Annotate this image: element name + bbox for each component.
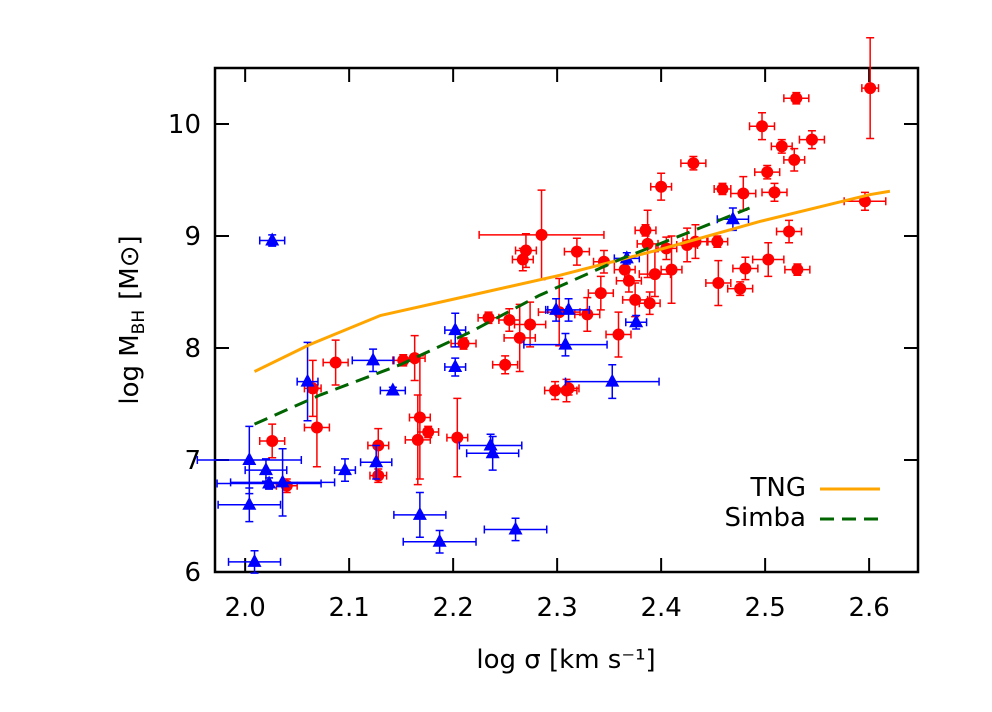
point [639, 224, 652, 237]
point [413, 411, 426, 424]
point [864, 82, 877, 95]
legend-label: Simba [725, 503, 807, 533]
point [712, 277, 725, 290]
point [329, 356, 342, 369]
point [372, 469, 385, 482]
point [618, 263, 631, 276]
x-tick-label: 2.1 [328, 593, 369, 623]
point [790, 92, 803, 105]
point [451, 431, 464, 444]
y-axis-label: log MBH [M⊙] [115, 235, 149, 404]
point [366, 352, 381, 366]
point [687, 157, 700, 170]
y-tick-label: 9 [184, 222, 201, 252]
point [385, 382, 400, 396]
point [612, 328, 625, 341]
y-tick-label: 6 [184, 558, 201, 588]
point [791, 263, 804, 276]
y-label-main: log M [115, 334, 145, 404]
point [337, 462, 352, 476]
point [503, 314, 516, 326]
point [641, 237, 654, 250]
point [629, 314, 644, 328]
point [665, 263, 678, 276]
point [734, 282, 747, 295]
x-tick-label: 2.0 [224, 593, 265, 623]
y-label-unit: [M⊙] [115, 235, 145, 300]
point [524, 318, 537, 331]
point [508, 521, 523, 535]
legend-label: TNG [750, 473, 806, 503]
point [448, 359, 463, 373]
x-axis-label: log σ [km s⁻¹] [476, 645, 655, 675]
point [622, 274, 635, 287]
line [253, 189, 891, 373]
y-tick-label: 10 [168, 110, 201, 140]
point [648, 268, 661, 281]
point [725, 211, 740, 225]
point [519, 244, 532, 257]
point [549, 301, 564, 315]
point [768, 186, 781, 199]
point [775, 140, 788, 153]
point [412, 506, 427, 520]
point [483, 437, 498, 451]
point [408, 352, 421, 365]
line [253, 206, 751, 426]
point [242, 496, 257, 510]
point [594, 287, 607, 300]
y-tick-label: 8 [184, 334, 201, 364]
point [581, 308, 594, 321]
x-tick-label: 2.3 [536, 593, 577, 623]
x-tick-label: 2.6 [848, 593, 889, 623]
point [711, 235, 724, 248]
point [457, 337, 470, 350]
point [643, 297, 656, 310]
point [247, 553, 262, 567]
point [756, 120, 769, 133]
point [499, 358, 512, 371]
point [762, 253, 775, 266]
point [300, 373, 315, 387]
point [561, 301, 576, 315]
point [411, 433, 424, 446]
point [858, 195, 871, 208]
x-tick-label: 2.5 [744, 593, 785, 623]
y-label-sub: BH [129, 310, 149, 334]
point [739, 262, 752, 275]
point [432, 533, 447, 547]
point [310, 421, 323, 434]
point [562, 382, 575, 395]
y-tick-label: 7 [184, 446, 201, 476]
point [655, 180, 668, 193]
x-tick-label: 2.4 [640, 593, 681, 623]
x-tick-label: 2.2 [432, 593, 473, 623]
point [605, 373, 620, 387]
point [258, 462, 273, 476]
point [448, 322, 463, 336]
point [805, 133, 818, 146]
point [761, 166, 774, 179]
point [629, 293, 642, 306]
point [513, 331, 526, 344]
point [422, 426, 435, 438]
point [482, 311, 495, 324]
point [369, 454, 384, 468]
point [266, 434, 279, 447]
point [265, 232, 280, 246]
point [275, 474, 290, 488]
point [570, 245, 583, 258]
point [716, 182, 729, 195]
point [535, 228, 548, 241]
point [485, 445, 500, 459]
point [788, 153, 801, 166]
point [242, 452, 257, 465]
point [737, 187, 750, 200]
point [783, 225, 796, 238]
point [558, 336, 573, 350]
plot-frame [213, 66, 920, 574]
